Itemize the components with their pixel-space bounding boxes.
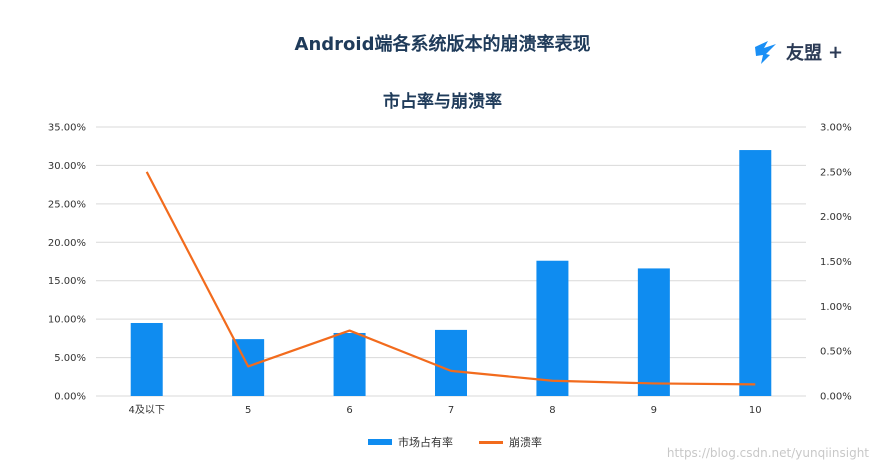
legend-swatch-bar — [368, 439, 392, 445]
bar-series-market-share — [130, 150, 772, 396]
page-title: Android端各系统版本的崩溃率表现 — [294, 34, 591, 55]
left-tick-label: 5.00% — [54, 353, 86, 364]
umeng-bird-icon — [755, 41, 776, 64]
left-tick-label: 15.00% — [48, 276, 86, 287]
bar-10 — [739, 150, 772, 396]
right-axis-ticks: 0.00% 0.50% 1.00% 1.50% 2.00% 2.50% 3.00% — [820, 123, 852, 403]
right-tick-label: 3.00% — [820, 123, 852, 134]
left-tick-label: 20.00% — [48, 238, 86, 249]
line-series-crash-rate — [145, 171, 756, 386]
right-tick-label: 2.00% — [820, 212, 852, 223]
x-tick-label: 9 — [651, 405, 657, 416]
x-tick-label: 10 — [749, 405, 762, 416]
right-tick-label: 1.50% — [820, 257, 852, 268]
left-tick-label: 30.00% — [48, 161, 86, 172]
legend-label-market-share: 市场占有率 — [398, 436, 453, 449]
legend-item-market-share: 市场占有率 — [368, 434, 453, 450]
bar-8 — [536, 260, 569, 396]
gridlines — [96, 126, 806, 397]
left-tick-label: 35.00% — [48, 123, 86, 134]
x-tick-label: 5 — [245, 405, 251, 416]
brand-name: 友盟 — [786, 43, 822, 64]
right-tick-label: 0.50% — [820, 347, 852, 358]
watermark: https://blog.csdn.net/yunqiinsight — [666, 446, 869, 460]
right-tick-label: 1.00% — [820, 302, 852, 313]
legend-swatch-line — [479, 440, 503, 444]
bar-7 — [435, 329, 467, 396]
legend-label-crash-rate: 崩溃率 — [509, 436, 542, 449]
right-tick-label: 0.00% — [820, 392, 852, 403]
brand-plus: + — [828, 41, 844, 63]
left-tick-label: 25.00% — [48, 199, 86, 210]
legend-item-crash-rate: 崩溃率 — [479, 434, 542, 450]
right-tick-label: 2.50% — [820, 167, 852, 178]
left-axis-ticks: 0.00% 5.00% 10.00% 15.00% 20.00% 25.00% 30.00%… — [48, 123, 86, 403]
x-tick-label: 6 — [346, 405, 352, 416]
left-tick-label: 10.00% — [48, 315, 86, 326]
bar-4及以下 — [130, 322, 163, 396]
x-tick-label: 4及以下 — [129, 404, 165, 416]
bar-9 — [637, 268, 670, 396]
left-tick-label: 0.00% — [54, 392, 86, 403]
x-tick-label: 8 — [549, 405, 555, 416]
chart-title: 市占率与崩溃率 — [383, 92, 502, 112]
x-tick-label: 7 — [448, 405, 454, 416]
brand-logo: 友盟 + — [752, 38, 843, 66]
legend: 市场占有率 崩溃率 — [368, 434, 542, 450]
bar-6 — [333, 332, 366, 396]
bar-5 — [232, 339, 265, 396]
x-axis-labels: 4及以下 5 6 7 8 9 10 — [129, 404, 762, 416]
